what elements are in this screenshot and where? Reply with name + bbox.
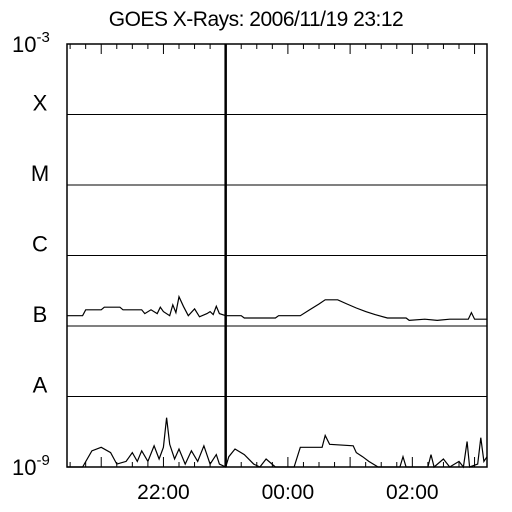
class-label-c: C	[32, 232, 48, 257]
ytick-label: 10-9	[12, 452, 50, 480]
class-label-b: B	[33, 302, 48, 327]
series-line-2	[67, 417, 488, 469]
axis-labels: A B C M X 10-9 10-3 22:00 00:00 02:00	[12, 29, 439, 504]
chart-title: GOES X-Rays: 2006/11/19 23:12	[108, 8, 404, 31]
plot-frame	[66, 43, 488, 468]
xtick-label: 00:00	[262, 481, 315, 504]
class-label-x: X	[33, 91, 48, 116]
series-line-1	[67, 294, 487, 322]
class-label-m: M	[31, 161, 49, 186]
class-label-a: A	[33, 373, 48, 398]
class-grid	[67, 114, 487, 397]
axis-ticks	[67, 43, 487, 468]
xtick-label: 02:00	[386, 481, 439, 504]
flux-series	[67, 294, 488, 469]
xtick-label: 22:00	[137, 481, 190, 504]
ytick-label: 10-3	[12, 29, 50, 57]
